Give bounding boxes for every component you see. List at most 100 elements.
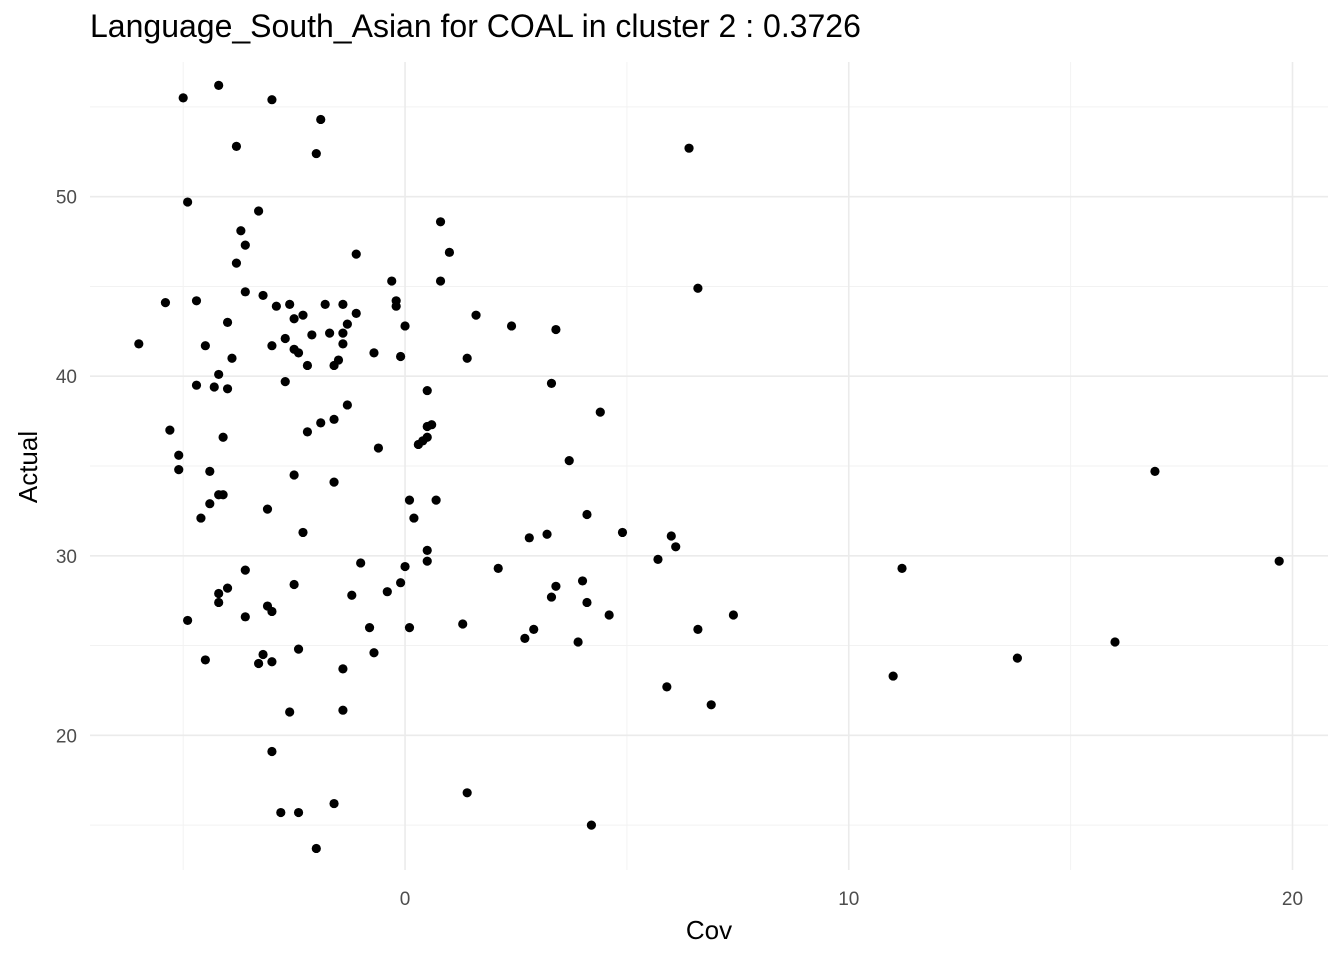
y-axis-title: Actual [13, 431, 43, 503]
data-point [347, 590, 357, 600]
data-point [258, 290, 268, 301]
data-point [422, 432, 432, 442]
data-point [240, 287, 250, 297]
data-point [458, 619, 468, 629]
x-tick-label: 0 [400, 889, 411, 910]
data-point [267, 657, 277, 667]
data-point [214, 597, 224, 608]
data-point [267, 341, 277, 351]
data-point [551, 324, 561, 335]
data-point [400, 561, 410, 572]
data-point [316, 418, 326, 428]
data-point [666, 531, 676, 541]
data-point [573, 637, 583, 647]
data-point [604, 610, 614, 620]
data-point [391, 301, 401, 311]
data-point [302, 427, 313, 437]
data-point [897, 563, 907, 573]
data-point [404, 623, 415, 633]
data-point [706, 700, 716, 710]
data-points [134, 80, 1284, 854]
data-point [254, 206, 264, 216]
data-point [240, 240, 250, 250]
data-point [200, 341, 210, 351]
data-point [396, 351, 406, 362]
major-gridlines [90, 62, 1328, 870]
data-point [183, 197, 193, 207]
data-point [338, 705, 348, 715]
data-point [435, 217, 446, 227]
data-point [258, 649, 268, 660]
data-point [431, 495, 441, 505]
data-point [595, 407, 605, 417]
data-point [413, 439, 423, 450]
data-point [462, 788, 472, 798]
data-point [369, 648, 379, 658]
data-point [311, 148, 321, 159]
data-point [293, 348, 304, 358]
data-point [165, 425, 175, 435]
data-point [684, 143, 694, 153]
data-point [293, 644, 304, 654]
data-point [387, 276, 397, 286]
data-point [693, 283, 703, 293]
y-tick-label: 40 [56, 367, 77, 388]
data-point [653, 554, 663, 564]
data-point [524, 533, 534, 543]
data-point [351, 308, 361, 318]
data-point [520, 633, 530, 643]
x-axis-title: Cov [686, 915, 732, 945]
data-point [671, 542, 681, 552]
data-point [218, 432, 228, 442]
data-point [1110, 637, 1120, 647]
y-tick-label: 30 [56, 547, 77, 568]
data-point [298, 527, 308, 538]
data-point [351, 249, 361, 259]
data-point [271, 301, 281, 311]
data-point [400, 321, 410, 331]
data-point [191, 296, 202, 306]
data-point [1150, 466, 1160, 476]
data-point [338, 664, 348, 674]
data-point [240, 612, 250, 622]
data-point [586, 820, 597, 830]
data-point [311, 843, 321, 854]
data-point [409, 513, 419, 523]
data-point [267, 95, 277, 105]
x-tick-label: 10 [838, 889, 859, 910]
data-point [276, 807, 286, 818]
x-axis-ticks: 0 10 20 [400, 889, 1303, 910]
data-point [471, 310, 481, 320]
data-point [209, 382, 219, 392]
data-point [325, 328, 335, 338]
data-point [546, 378, 557, 389]
data-point [338, 328, 348, 338]
data-point [462, 353, 472, 363]
data-point [342, 319, 352, 329]
data-point [218, 490, 228, 500]
data-point [205, 466, 215, 476]
data-point [160, 298, 171, 308]
data-point [302, 360, 313, 371]
data-point [227, 353, 237, 363]
data-point [693, 624, 703, 634]
data-point [422, 385, 432, 396]
data-point [329, 477, 339, 487]
data-point [329, 798, 339, 809]
data-point [307, 330, 317, 340]
data-point [888, 671, 898, 681]
data-point [174, 450, 184, 460]
data-point [231, 258, 242, 268]
data-point [542, 529, 552, 539]
data-point [422, 556, 432, 566]
data-point [285, 299, 295, 309]
data-point [529, 624, 539, 634]
data-point [396, 578, 406, 588]
data-point [174, 464, 184, 475]
y-tick-label: 20 [56, 726, 77, 747]
minor-gridlines [90, 62, 1328, 870]
data-point [214, 588, 224, 599]
data-point [617, 527, 628, 538]
data-point [183, 615, 193, 626]
